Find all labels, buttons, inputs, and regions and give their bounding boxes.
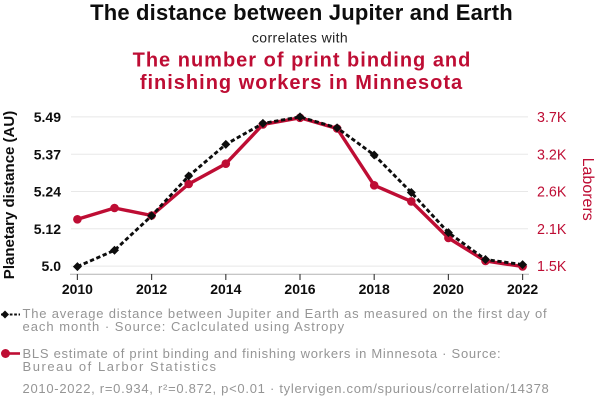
- svg-text:5.49: 5.49: [34, 109, 61, 125]
- svg-text:Planetary distance (AU): Planetary distance (AU): [1, 111, 18, 279]
- svg-text:2022: 2022: [507, 281, 538, 297]
- svg-text:2.6K: 2.6K: [537, 185, 567, 201]
- svg-text:5.24: 5.24: [34, 184, 61, 200]
- svg-text:1.5K: 1.5K: [537, 259, 567, 275]
- svg-text:The distance between Jupiter a: The distance between Jupiter and Earth: [90, 0, 513, 25]
- svg-text:5.0: 5.0: [42, 258, 62, 274]
- svg-text:each month · Source: Caclculat: each month · Source: Caclculated using A…: [23, 319, 346, 334]
- svg-text:The number of print binding an: The number of print binding and: [133, 50, 472, 72]
- svg-text:3.7K: 3.7K: [537, 110, 567, 126]
- svg-text:2012: 2012: [136, 281, 167, 297]
- svg-text:The average distance between J: The average distance between Jupiter and…: [23, 306, 548, 321]
- svg-text:2016: 2016: [284, 281, 315, 297]
- svg-text:2.1K: 2.1K: [537, 222, 567, 238]
- svg-text:5.37: 5.37: [34, 146, 61, 162]
- svg-text:finishing workers in Minnesota: finishing workers in Minnesota: [140, 72, 463, 94]
- svg-text:Bureau of Larbor Statistics: Bureau of Larbor Statistics: [23, 359, 218, 374]
- svg-text:Laborers: Laborers: [579, 158, 596, 221]
- svg-text:2020: 2020: [433, 281, 464, 297]
- svg-text:BLS estimate of print binding: BLS estimate of print binding and finish…: [23, 346, 502, 361]
- svg-text:2018: 2018: [359, 281, 390, 297]
- svg-text:2014: 2014: [210, 281, 241, 297]
- svg-text:5.12: 5.12: [34, 221, 61, 237]
- svg-text:2010: 2010: [62, 281, 93, 297]
- svg-text:correlates with: correlates with: [252, 30, 348, 46]
- svg-text:2010-2022, r=0.934, r²=0.872,: 2010-2022, r=0.934, r²=0.872, p<0.01 · t…: [23, 381, 550, 396]
- svg-text:3.2K: 3.2K: [537, 147, 567, 163]
